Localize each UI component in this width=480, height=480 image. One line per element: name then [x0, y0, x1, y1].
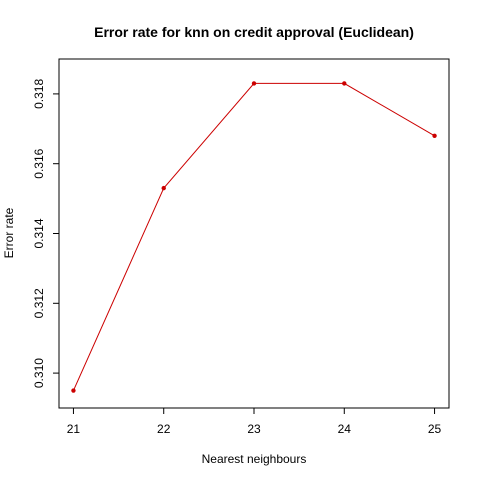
series-group — [71, 81, 437, 393]
data-point-24 — [342, 81, 347, 86]
y-tick-label: 0.310 — [32, 358, 46, 388]
y-tick-label: 0.312 — [32, 288, 46, 318]
x-tick-label: 22 — [157, 422, 171, 436]
y-axis: 0.310 0.312 0.314 0.316 0.318 — [32, 79, 59, 388]
y-tick-label: 0.316 — [32, 148, 46, 178]
data-point-25 — [432, 133, 437, 138]
data-point-22 — [161, 185, 166, 191]
data-point-23 — [251, 81, 257, 86]
chart-title: Error rate for knn on credit approval (E… — [94, 24, 414, 40]
x-tick-label: 25 — [428, 422, 442, 436]
y-tick-label: 0.318 — [32, 79, 46, 109]
data-point-21 — [71, 388, 76, 393]
x-tick-label: 24 — [338, 422, 352, 436]
y-axis-label: Error rate — [2, 207, 16, 258]
x-tick-label: 23 — [247, 422, 261, 436]
x-axis: 21 22 23 24 25 — [67, 408, 442, 436]
y-tick-label: 0.314 — [32, 218, 46, 248]
x-axis-label: Nearest neighbours — [202, 452, 307, 466]
x-tick-label: 21 — [67, 422, 81, 436]
